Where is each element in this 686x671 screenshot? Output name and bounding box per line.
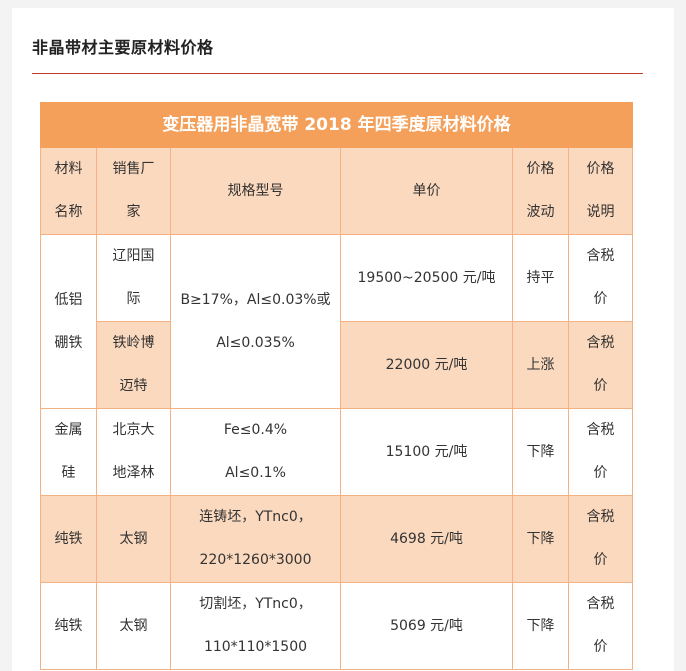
table-banner: 变压器用非晶宽带 2018 年四季度原材料价格 (40, 102, 633, 148)
cell-note: 含税 价 (568, 495, 633, 583)
price-table: 变压器用非晶宽带 2018 年四季度原材料价格 材料 名称 销售厂 家 规格型号… (40, 102, 633, 670)
cell-seller: 铁岭博 迈特 (96, 321, 171, 409)
cell-note: 含税 价 (568, 321, 633, 409)
cell-seller: 辽阳国 际 (96, 234, 171, 322)
cell-seller: 北京大 地泽林 (96, 408, 171, 496)
cell-material: 低铝 硼铁 (40, 234, 97, 409)
table-row: 低铝 硼铁 辽阳国 际 B≥17%，Al≤0.03%或 Al≤0.035% 19… (40, 234, 633, 409)
cell-note: 含税 价 (568, 234, 633, 322)
cell-price: 4698 元/吨 (340, 495, 513, 583)
cell-price: 19500~20500 元/吨 (340, 234, 513, 322)
cell-trend: 持平 (512, 234, 569, 322)
cell-material: 纯铁 (40, 495, 97, 583)
table-row: 纯铁 太钢 切割坯，YTnc0， 110*110*1500 5069 元/吨 下… (40, 582, 633, 670)
header-seller: 销售厂 家 (96, 147, 171, 235)
cell-trend: 下降 (512, 408, 569, 496)
header-spec: 规格型号 (170, 147, 341, 235)
article-card: 非晶带材主要原材料价格 变压器用非晶宽带 2018 年四季度原材料价格 材料 名… (12, 8, 674, 671)
cell-seller: 太钢 (96, 495, 171, 583)
cell-trend: 下降 (512, 495, 569, 583)
cell-spec: 连铸坯，YTnc0， 220*1260*3000 (170, 495, 341, 583)
table-row: 纯铁 太钢 连铸坯，YTnc0， 220*1260*3000 4698 元/吨 … (40, 495, 633, 583)
cell-note: 含税 价 (568, 582, 633, 670)
table-row: 金属 硅 北京大 地泽林 Fe≤0.4% Al≤0.1% 15100 元/吨 下… (40, 408, 633, 496)
cell-price: 22000 元/吨 (340, 321, 513, 409)
cell-spec: Fe≤0.4% Al≤0.1% (170, 408, 341, 496)
cell-spec: B≥17%，Al≤0.03%或 Al≤0.035% (170, 234, 341, 409)
cell-price: 5069 元/吨 (340, 582, 513, 670)
table-row: 铁岭博 迈特 22000 元/吨 上涨 含税 价 (41, 321, 633, 409)
header-price: 单价 (340, 147, 513, 235)
cell-material: 金属 硅 (40, 408, 97, 496)
section-title: 非晶带材主要原材料价格 (32, 38, 214, 57)
cell-material: 纯铁 (40, 582, 97, 670)
header-trend: 价格 波动 (512, 147, 569, 235)
header-row: 材料 名称 销售厂 家 规格型号 单价 价格 波动 价格 说明 (40, 147, 633, 235)
cell-spec: 切割坯，YTnc0， 110*110*1500 (170, 582, 341, 670)
title-divider (32, 73, 643, 74)
cell-seller: 太钢 (96, 582, 171, 670)
cell-trend: 上涨 (512, 321, 569, 409)
cell-trend: 下降 (512, 582, 569, 670)
cell-price: 15100 元/吨 (340, 408, 513, 496)
header-note: 价格 说明 (568, 147, 633, 235)
cell-note: 含税 价 (568, 408, 633, 496)
header-material: 材料 名称 (40, 147, 97, 235)
